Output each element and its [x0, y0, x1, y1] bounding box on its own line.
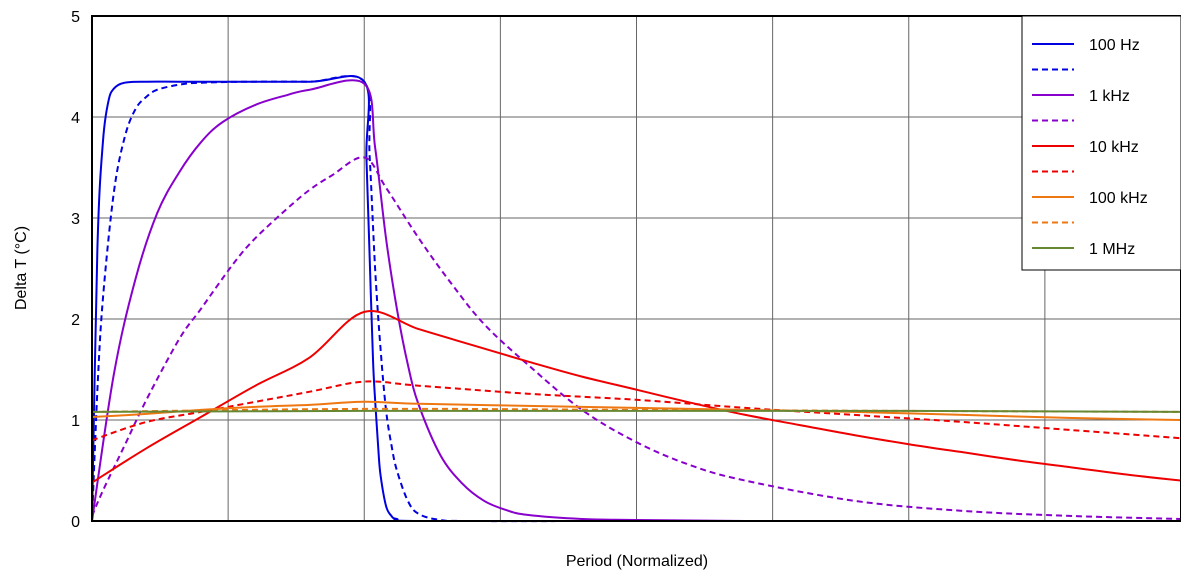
series-line — [91, 156, 1181, 520]
legend: 100 Hz 1 kHz 10 kHz 100 kHz 1 MHz — [1021, 15, 1181, 271]
series-line — [91, 400, 1181, 421]
y-tick-label: 5 — [71, 9, 80, 26]
y-axis-title: Delta T (°C) — [13, 226, 30, 310]
grid-lines — [92, 16, 1181, 521]
y-tick-labels: 0 1 2 3 4 5 — [71, 9, 80, 531]
x-axis-title: Period (Normalized) — [566, 553, 708, 570]
series-line — [91, 310, 1181, 484]
legend-label: 1 MHz — [1089, 241, 1135, 258]
legend-label: 100 kHz — [1089, 190, 1148, 207]
plot-frame — [91, 15, 1181, 522]
legend-label: 100 Hz — [1089, 37, 1140, 54]
y-tick-label: 1 — [71, 413, 80, 430]
y-tick-label: 3 — [71, 211, 80, 228]
y-tick-label: 4 — [71, 110, 80, 127]
series-line — [91, 380, 1181, 442]
legend-box — [1021, 15, 1181, 271]
y-tick-label: 2 — [71, 312, 80, 329]
y-tick-label: 0 — [71, 514, 80, 531]
legend-label: 1 kHz — [1089, 88, 1130, 105]
series-line — [91, 409, 1181, 413]
legend-label: 10 kHz — [1089, 139, 1139, 156]
